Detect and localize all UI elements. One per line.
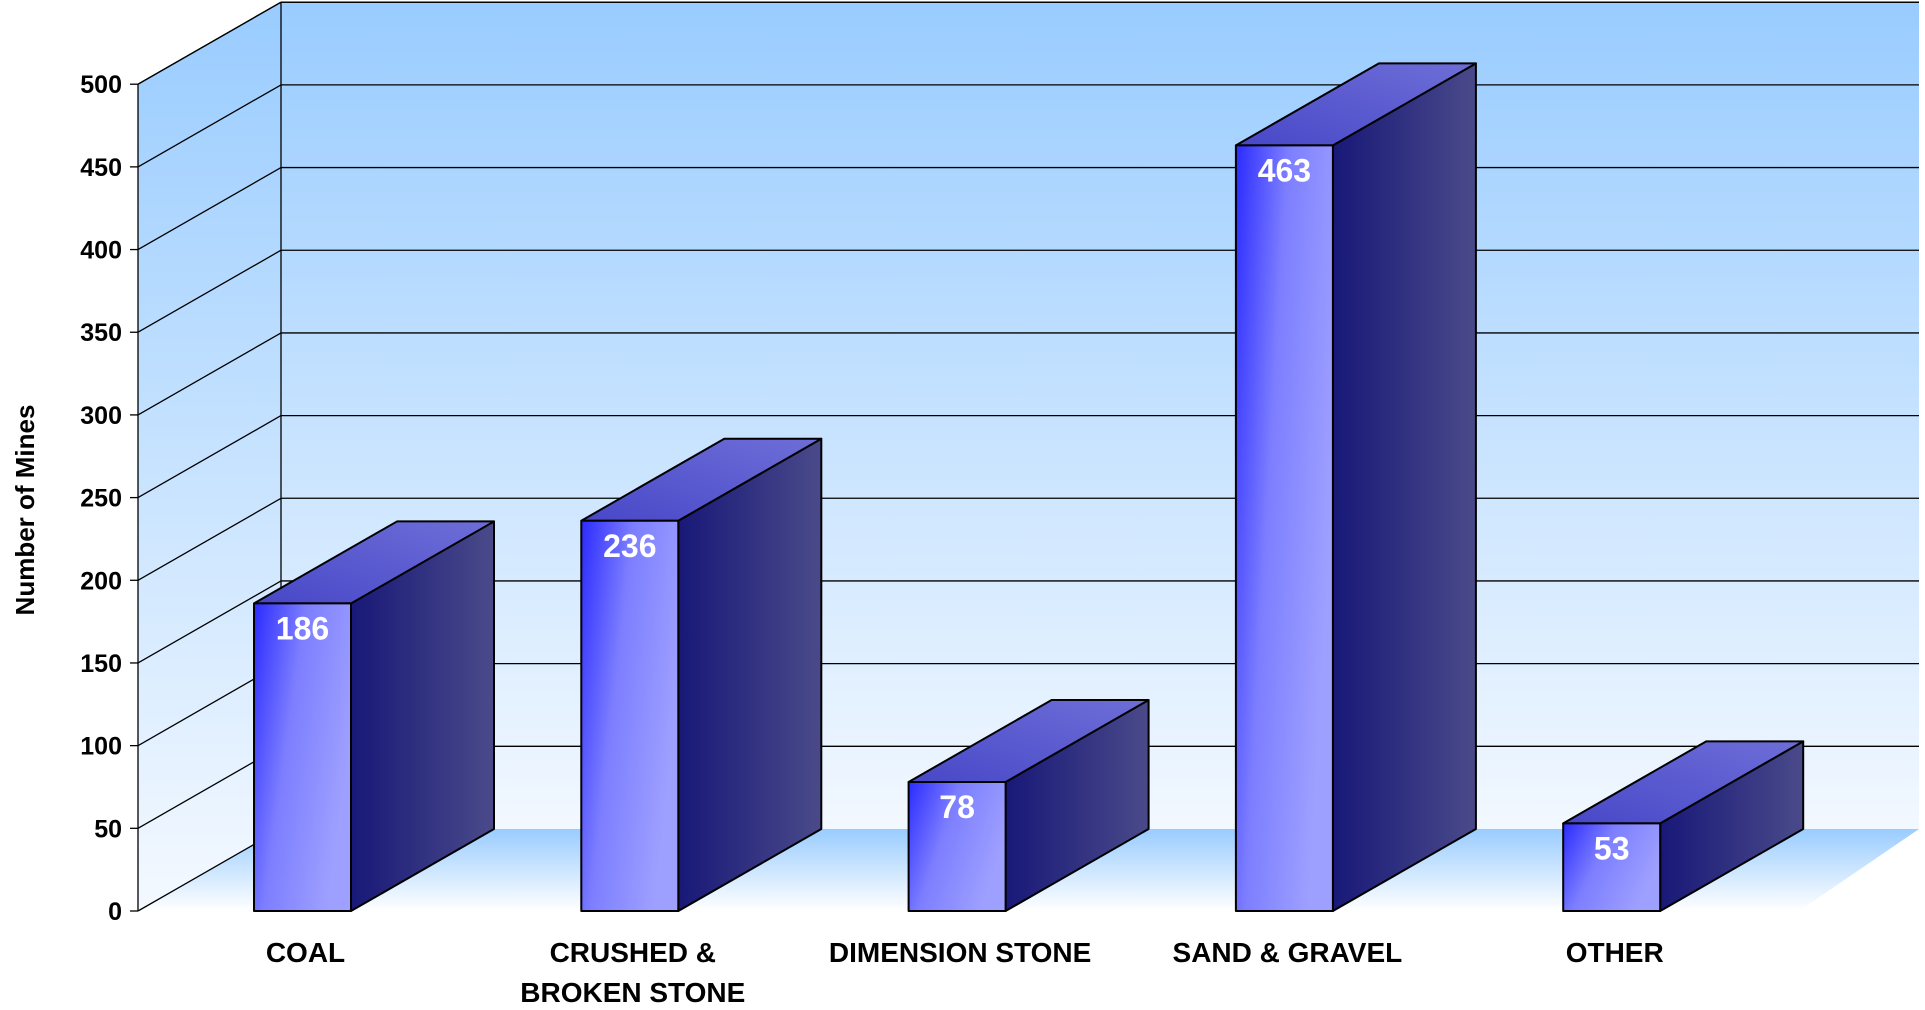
gridline-side (137, 249, 282, 333)
y-axis-title: Number of Mines (10, 405, 40, 616)
y-tick-label: 500 (80, 71, 122, 99)
gridline-side (137, 580, 282, 664)
y-tick-label: 150 (80, 650, 122, 678)
y-tick-label: 100 (80, 733, 122, 761)
gridline-side (137, 497, 282, 581)
x-axis-labels: COAL CRUSHED & BROKEN STONE DIMENSION STONE… (266, 937, 1664, 1008)
gridline-side (137, 84, 282, 168)
y-tick-label: 0 (108, 898, 122, 926)
bar-value-label: 53 (1594, 830, 1630, 866)
side-wall-top-edge (137, 1, 282, 85)
bar-front-face (1234, 144, 1334, 913)
bar: 463 (1234, 62, 1477, 913)
x-tick-label: DIMENSION STONE (829, 937, 1091, 968)
y-tick-label: 450 (80, 154, 122, 182)
bars: 186 236 78 463 53 (253, 62, 1805, 913)
x-tick-label: OTHER (1566, 937, 1664, 968)
y-axis-ticks: 0 50 100 150 200 250 300 350 400 450 500 (80, 71, 138, 926)
y-tick-label: 50 (94, 815, 122, 843)
bar-front-face (907, 781, 1007, 913)
x-tick-label: SAND & GRAVEL (1173, 937, 1403, 968)
bar-value-label: 463 (1258, 152, 1311, 188)
y-tick-label: 400 (80, 237, 122, 265)
bar-front-face (580, 519, 680, 913)
bar-value-label: 186 (276, 610, 329, 646)
x-tick-label: CRUSHED & BROKEN STONE (520, 937, 745, 1008)
gridline-side (137, 332, 282, 416)
bar-value-label: 78 (939, 789, 975, 825)
y-tick-label: 250 (80, 485, 122, 513)
y-tick-label: 350 (80, 319, 122, 347)
bar: 186 (253, 520, 495, 913)
bar: 53 (1562, 740, 1805, 912)
bar-value-label: 236 (603, 528, 656, 564)
gridline-side (137, 415, 282, 499)
x-tick-label: COAL (266, 937, 345, 968)
bar: 236 (580, 437, 823, 913)
bar-front-face (253, 602, 352, 913)
gridline-side (137, 166, 282, 251)
y-tick-label: 200 (80, 567, 122, 595)
bar-front-face (1562, 822, 1662, 912)
bar: 78 (907, 699, 1150, 913)
bar-side-face (1331, 62, 1477, 912)
y-tick-label: 300 (80, 402, 122, 430)
